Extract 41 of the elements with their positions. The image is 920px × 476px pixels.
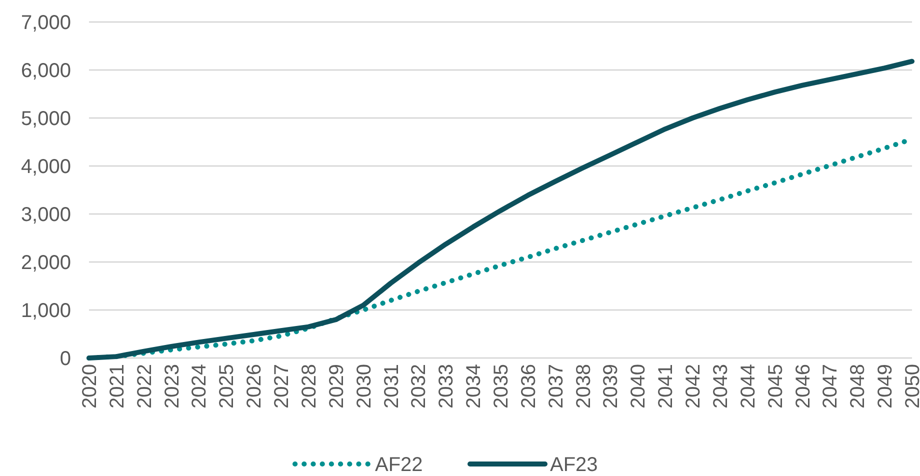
x-tick-label: 2037 bbox=[545, 364, 568, 408]
y-tick-label: 3,000 bbox=[20, 204, 71, 226]
x-tick-label: 2023 bbox=[161, 364, 184, 408]
y-tick-label: 1,000 bbox=[20, 300, 71, 322]
x-tick-label: 2040 bbox=[628, 364, 650, 408]
x-tick-label: 2050 bbox=[902, 364, 920, 408]
x-tick-label: 2030 bbox=[353, 364, 376, 408]
x-tick-label: 2022 bbox=[134, 364, 156, 408]
y-tick-label: 0 bbox=[60, 348, 71, 370]
legend-label: AF23 bbox=[550, 454, 598, 476]
x-tick-label: 2029 bbox=[326, 364, 348, 408]
x-tick-label: 2032 bbox=[408, 364, 430, 408]
x-tick-label: 2034 bbox=[463, 364, 486, 408]
x-tick-label: 2021 bbox=[106, 364, 128, 408]
x-tick-label: 2031 bbox=[380, 364, 403, 408]
x-tick-label: 2045 bbox=[764, 364, 787, 408]
x-tick-label: 2048 bbox=[847, 364, 870, 408]
x-tick-label: 2047 bbox=[820, 364, 842, 408]
y-tick-label: 6,000 bbox=[20, 60, 71, 82]
x-tick-label: 2035 bbox=[490, 364, 512, 408]
x-tick-label: 2043 bbox=[710, 364, 732, 408]
x-tick-label: 2026 bbox=[244, 364, 266, 408]
x-tick-label: 2046 bbox=[792, 364, 814, 408]
x-tick-label: 2044 bbox=[737, 364, 760, 408]
y-tick-label: 2,000 bbox=[20, 252, 71, 274]
x-tick-label: 2038 bbox=[572, 364, 595, 408]
y-tick-label: 5,000 bbox=[20, 108, 71, 130]
y-tick-label: 7,000 bbox=[20, 12, 71, 34]
x-tick-label: 2020 bbox=[79, 364, 101, 408]
x-tick-label: 2025 bbox=[216, 364, 238, 408]
x-tick-label: 2042 bbox=[682, 364, 705, 408]
x-tick-label: 2033 bbox=[436, 364, 458, 408]
x-tick-label: 2027 bbox=[271, 364, 294, 408]
x-tick-label: 2028 bbox=[298, 364, 320, 408]
x-tick-label: 2024 bbox=[188, 364, 211, 408]
y-tick-label: 4,000 bbox=[20, 156, 71, 178]
x-tick-label: 2039 bbox=[600, 364, 622, 408]
x-tick-label: 2036 bbox=[518, 364, 540, 408]
x-tick-label: 2049 bbox=[874, 364, 897, 408]
x-tick-label: 2041 bbox=[655, 364, 678, 408]
legend-label: AF22 bbox=[375, 454, 423, 476]
